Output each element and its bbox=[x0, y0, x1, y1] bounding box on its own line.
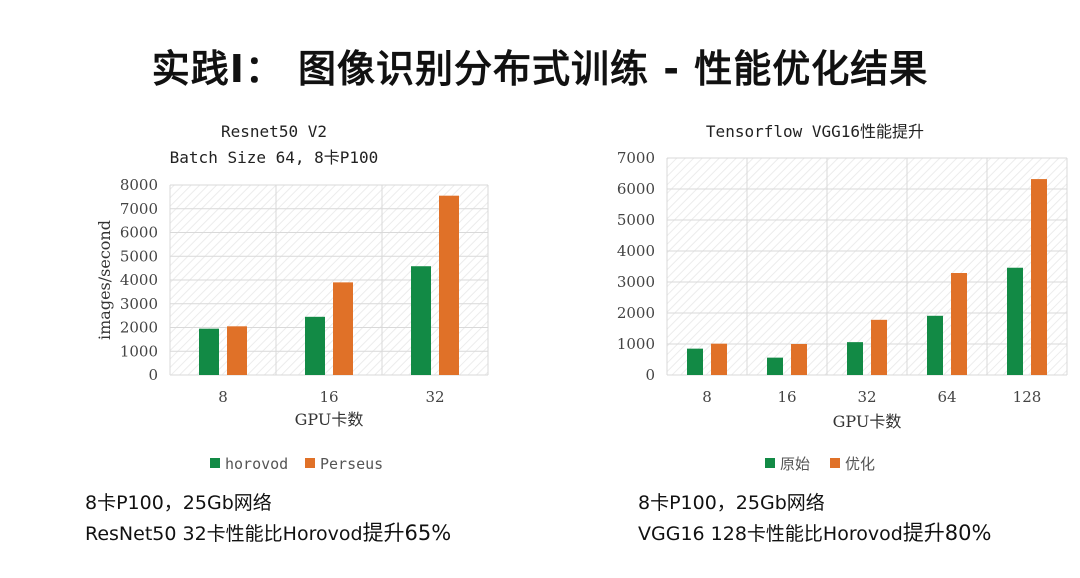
left-note: 8卡P100，25Gb网络 ResNet50 32卡性能比Horovod提升65… bbox=[85, 488, 451, 549]
vgg-legend-swatch bbox=[765, 458, 775, 468]
resnet-bar-a-16 bbox=[305, 316, 325, 375]
resnet-xtick-label: 32 bbox=[425, 388, 444, 406]
vgg-xaxis-label: GPU卡数 bbox=[833, 412, 902, 431]
right-note: 8卡P100，25Gb网络 VGG16 128卡性能比Horovod提升80% bbox=[638, 488, 991, 549]
resnet-ytick-label: 5000 bbox=[120, 247, 158, 265]
resnet-legend-swatch bbox=[210, 458, 220, 468]
vgg-ytick-label: 1000 bbox=[617, 335, 655, 353]
resnet-xtick-label: 16 bbox=[319, 388, 338, 406]
vgg-plot-area bbox=[667, 158, 1067, 375]
resnet-ytick-label: 0 bbox=[148, 366, 158, 384]
resnet-bar-a-8 bbox=[199, 328, 219, 375]
resnet-bar-b-8 bbox=[227, 326, 247, 375]
resnet-ytick-label: 4000 bbox=[120, 271, 158, 289]
right-note-line1: 8卡P100，25Gb网络 bbox=[638, 492, 825, 514]
vgg-bar-b-128 bbox=[1031, 179, 1047, 375]
resnet-ytick-label: 8000 bbox=[120, 176, 158, 194]
resnet-legend-label: horovod bbox=[225, 455, 288, 473]
left-note-line2: ResNet50 32卡性能比Horovod提升65% bbox=[85, 518, 451, 549]
resnet-yaxis-label: images/second bbox=[95, 220, 114, 340]
vgg-bar-a-8 bbox=[687, 348, 703, 375]
vgg-xtick-label: 16 bbox=[777, 388, 796, 406]
vgg-bar-b-16 bbox=[791, 344, 807, 375]
resnet50-chart: Resnet50 V2 Batch Size 64, 8卡P100 0 1000 200… bbox=[40, 115, 560, 485]
left-note-highlight: 提升65% bbox=[362, 521, 452, 545]
resnet-legend-label: Perseus bbox=[320, 455, 383, 473]
vgg-bar-a-32 bbox=[847, 342, 863, 375]
resnet-title-line-2: Batch Size 64, 8卡P100 bbox=[170, 148, 379, 167]
vgg-bar-a-64 bbox=[927, 315, 943, 375]
vgg-ytick-label: 6000 bbox=[617, 180, 655, 198]
left-note-line2-text: ResNet50 32卡性能比Horovod bbox=[85, 523, 363, 545]
vgg-legend-label: 优化 bbox=[845, 455, 875, 473]
vgg16-chart: Tensorflow VGG16性能提升 0 1000 2000 3000 4000 500… bbox=[575, 115, 1080, 485]
resnet-xaxis-label: GPU卡数 bbox=[295, 410, 364, 429]
left-note-line1: 8卡P100，25Gb网络 bbox=[85, 492, 272, 514]
vgg-bar-b-8 bbox=[711, 343, 727, 375]
resnet-title-line-1: Resnet50 V2 bbox=[221, 122, 327, 141]
vgg-ytick-label: 4000 bbox=[617, 242, 655, 260]
resnet-legend-swatch bbox=[305, 458, 315, 468]
vgg-bar-b-64 bbox=[951, 273, 967, 375]
vgg-bar-a-128 bbox=[1007, 267, 1023, 375]
slide-title: 实践I： 图像识别分布式训练 - 性能优化结果 bbox=[151, 47, 929, 91]
vgg-bar-a-16 bbox=[767, 357, 783, 375]
resnet-ytick-label: 6000 bbox=[120, 224, 158, 242]
resnet-bar-b-32 bbox=[439, 195, 459, 375]
resnet-ytick-label: 3000 bbox=[120, 295, 158, 313]
resnet-ytick-label: 2000 bbox=[120, 319, 158, 337]
resnet-ytick-label: 1000 bbox=[120, 342, 158, 360]
right-note-line2-text: VGG16 128卡性能比Horovod bbox=[638, 523, 903, 545]
resnet50-chart-svg: Resnet50 V2 Batch Size 64, 8卡P100 0 1000 200… bbox=[95, 122, 489, 473]
vgg16-chart-svg: Tensorflow VGG16性能提升 0 1000 2000 3000 4000 500… bbox=[617, 122, 1068, 473]
vgg-ytick-label: 5000 bbox=[617, 211, 655, 229]
resnet-ytick-label: 7000 bbox=[120, 200, 158, 218]
resnet-bar-a-32 bbox=[411, 266, 431, 375]
right-note-line2: VGG16 128卡性能比Horovod提升80% bbox=[638, 518, 991, 549]
right-note-highlight: 提升80% bbox=[902, 521, 992, 545]
vgg-ytick-label: 0 bbox=[645, 366, 655, 384]
vgg-ytick-label: 7000 bbox=[617, 149, 655, 167]
vgg-xtick-label: 64 bbox=[937, 388, 956, 406]
vgg-bar-b-32 bbox=[871, 319, 887, 375]
vgg-legend-swatch bbox=[830, 458, 840, 468]
resnet-xtick-label: 8 bbox=[218, 388, 228, 406]
vgg-legend-label: 原始 bbox=[780, 455, 810, 473]
resnet-bar-b-16 bbox=[333, 282, 353, 375]
vgg-xtick-label: 32 bbox=[857, 388, 876, 406]
vgg-xtick-label: 128 bbox=[1013, 388, 1042, 406]
vgg-ytick-label: 2000 bbox=[617, 304, 655, 322]
vgg-xtick-label: 8 bbox=[702, 388, 712, 406]
vgg-ytick-label: 3000 bbox=[617, 273, 655, 291]
vgg-title-line-1: Tensorflow VGG16性能提升 bbox=[706, 122, 924, 141]
